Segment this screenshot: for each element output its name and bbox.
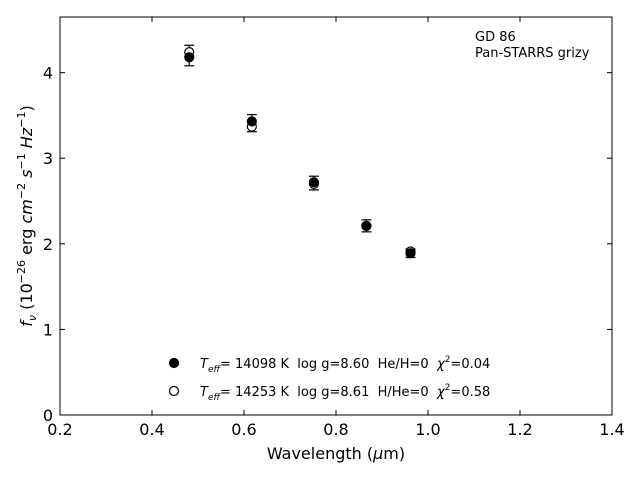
x-axis-label: Wavelength (μm): [267, 444, 405, 463]
legend-text-part: 2: [445, 355, 451, 365]
legend-text-part: =0.58: [450, 385, 490, 400]
x-axis-label-mu: μ: [372, 444, 383, 463]
x-tick-label: 0.4: [139, 420, 164, 439]
model-point-filled: [361, 220, 372, 231]
legend-text-part: χ: [436, 385, 446, 400]
legend-text-part: eff: [208, 365, 222, 375]
legend: Teff= 14098 K log g=8.60 He/H=0 χ2=0.04T…: [168, 355, 490, 403]
y-label-cm: cm: [17, 199, 36, 223]
legend-marker: [168, 385, 180, 397]
legend-text-part: eff: [208, 393, 222, 403]
x-axis-ticks: 0.2 0.4 0.6 0.8 1.0 1.2 1.4: [47, 17, 625, 439]
x-tick-label: 0.6: [231, 420, 256, 439]
y-tick-label: 4: [43, 64, 53, 83]
y-label-f: f: [17, 319, 36, 327]
y-label-exp4: −1: [15, 112, 28, 128]
y-label-exp3: −1: [15, 153, 28, 169]
x-tick-label: 0.2: [47, 420, 72, 439]
legend-text-part: 2: [445, 383, 451, 393]
data-marks: [184, 44, 416, 259]
legend-text-part: T: [200, 385, 209, 400]
y-label-exp2: −2: [15, 183, 28, 199]
annotation-object-name: GD 86: [475, 30, 516, 45]
x-tick-label: 1.4: [599, 420, 624, 439]
y-label-open: (10: [17, 283, 36, 315]
legend-text-part: =0.04: [450, 357, 490, 372]
legend-text-part: χ: [436, 357, 446, 372]
legend-text-part: log g=8.60 He/H=0: [289, 357, 437, 372]
y-tick-label: 0: [43, 406, 53, 425]
legend-text-part: = 14098 K: [220, 357, 290, 372]
plot-frame: [59, 16, 613, 416]
y-label-exp1: −26: [15, 260, 28, 283]
x-tick-label: 0.8: [323, 420, 348, 439]
legend-text-part: T: [200, 357, 209, 372]
y-tick-label: 2: [43, 235, 53, 254]
y-label-nu: ν: [26, 315, 39, 321]
y-label-s: s: [17, 170, 36, 183]
x-tick-label: 1.0: [415, 420, 440, 439]
y-axis-label: fν (10−26 erg cm−2 s−1 Hz−1): [15, 105, 39, 326]
y-label-hz: Hz: [17, 127, 36, 153]
legend-marker: [168, 357, 180, 369]
model-point-filled: [405, 248, 416, 259]
legend-entry: Teff= 14253 K log g=8.61 H/He=0 χ2=0.58: [200, 383, 490, 403]
y-tick-label: 3: [43, 149, 53, 168]
y-axis-ticks: 0 1 2 3 4: [43, 64, 612, 425]
annotation-survey-name: Pan-STARRS grizy: [475, 46, 590, 61]
legend-text-part: = 14253 K: [220, 385, 290, 400]
legend-text-part: log g=8.61 H/He=0: [289, 385, 437, 400]
y-label-close: ): [17, 105, 36, 111]
y-tick-label: 1: [43, 320, 53, 339]
x-axis-label-unit: m): [383, 444, 405, 463]
x-axis-label-text: Wavelength (: [267, 444, 373, 463]
y-label-erg: erg: [17, 224, 36, 260]
model-point-filled: [246, 116, 257, 127]
x-tick-label: 1.2: [507, 420, 532, 439]
model-point-filled: [184, 52, 195, 63]
model-point-filled: [308, 177, 320, 188]
legend-entry: Teff= 14098 K log g=8.60 He/H=0 χ2=0.04: [200, 355, 490, 375]
